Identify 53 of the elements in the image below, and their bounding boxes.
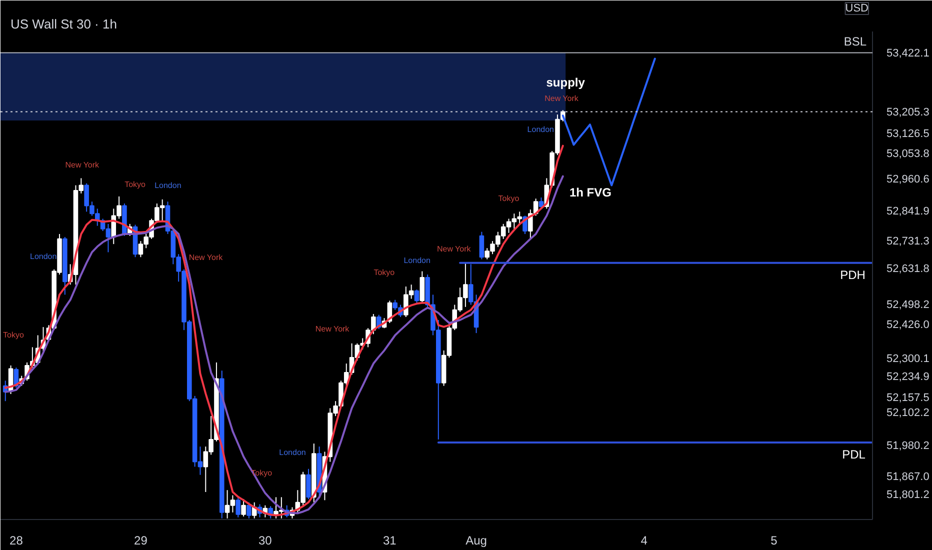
x-tick-label: 31 — [383, 534, 397, 548]
y-tick-label: 53,205.3 — [886, 106, 930, 119]
annotation: Tokyo — [3, 330, 24, 340]
annotation: London — [404, 256, 430, 265]
band-label: supply — [546, 76, 586, 90]
y-tick-label: 52,841.9 — [886, 206, 930, 218]
x-tick-label: 4 — [640, 534, 648, 548]
candlestick — [420, 270, 425, 304]
x-tick-label: 5 — [770, 534, 778, 548]
candlestick — [479, 231, 484, 260]
y-tick-label: 51,801.2 — [886, 488, 930, 501]
y-tick-label: 52,631.8 — [886, 262, 930, 275]
y-tick-label: 52,960.6 — [886, 173, 930, 186]
candlestick — [538, 197, 544, 210]
annotation: London — [30, 252, 57, 261]
annotation: New York — [436, 244, 472, 254]
annotation: New York — [65, 160, 100, 170]
annotation: New York — [315, 324, 350, 334]
annotation: London — [527, 125, 554, 134]
text: USD — [845, 2, 869, 14]
y-tick-label: 53,422.1 — [886, 48, 930, 60]
x-tick-label: Aug — [466, 534, 487, 548]
chart-title: US Wall St 30 · 1h — [10, 16, 117, 32]
ref-line-label: BSL — [844, 34, 867, 49]
y-tick-label: 52,300.1 — [886, 353, 930, 366]
candlestick — [236, 496, 241, 518]
y-tick-label: 52,426.0 — [886, 318, 930, 331]
annotation: New York — [188, 252, 224, 262]
y-tick-label: 51,980.2 — [886, 440, 930, 452]
annotation: Tokyo — [374, 268, 396, 277]
candlestick — [241, 498, 246, 518]
annotation: Tokyo — [124, 180, 146, 189]
candlestick — [246, 502, 252, 519]
candlestick — [306, 468, 311, 500]
x-tick-label: 28 — [10, 534, 24, 548]
x-tick-label: 30 — [258, 534, 272, 548]
y-tick-label: 53,053.8 — [886, 148, 930, 160]
annotation: 1h FVG — [569, 185, 612, 200]
x-tick-label: 29 — [134, 534, 148, 548]
y-tick-label: 52,731.3 — [886, 236, 930, 248]
y-tick-label: 52,102.2 — [886, 406, 930, 419]
annotation: New York — [544, 94, 580, 103]
y-tick-label: 51,867.0 — [886, 470, 930, 483]
annotation: London — [279, 448, 306, 458]
annotation: Tokyo — [498, 194, 520, 204]
y-tick-label: 52,157.5 — [886, 392, 930, 404]
annotation: London — [154, 180, 182, 190]
y-tick-label: 52,498.2 — [886, 299, 930, 312]
series-label: PDH — [840, 268, 866, 282]
series-label: PDL — [842, 447, 866, 462]
candlestick — [414, 289, 420, 304]
y-tick-label: 53,126.5 — [886, 128, 930, 140]
y-tick-label: 52,234.9 — [886, 370, 930, 383]
